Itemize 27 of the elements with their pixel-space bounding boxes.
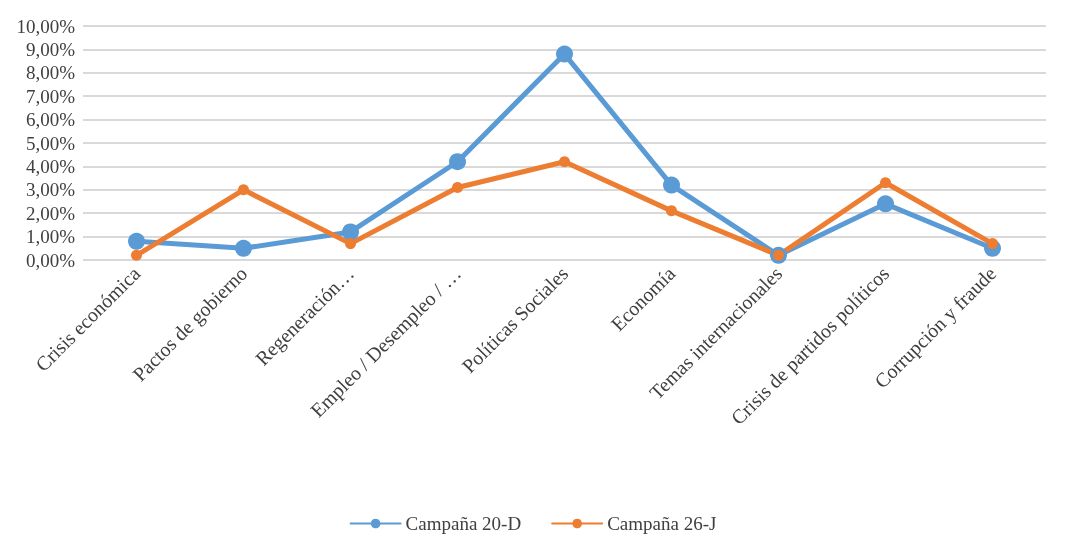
point (131, 249, 142, 261)
y-tick-label: 0,00% (25, 249, 76, 271)
point (666, 205, 677, 217)
y-tick-label: 7,00% (25, 85, 76, 107)
y-tick-label: 6,00% (25, 109, 76, 131)
point (663, 176, 680, 194)
y-tick-label: 9,00% (25, 38, 76, 60)
point (556, 45, 573, 63)
y-tick-label: 5,00% (25, 132, 76, 154)
point (559, 156, 570, 168)
point (452, 181, 463, 193)
point (342, 223, 359, 241)
y-tick-label: 3,00% (25, 179, 76, 201)
y-tick-label: 10,00% (16, 15, 76, 37)
y-tick-label: 8,00% (25, 62, 76, 84)
point (877, 195, 894, 213)
y-tick-label: 2,00% (25, 202, 76, 224)
y-tick-label: 4,00% (25, 155, 76, 177)
point (128, 232, 145, 250)
legend-label: Campaña 26-J (607, 513, 717, 534)
point (238, 184, 249, 196)
y-tick-label: 1,00% (25, 226, 76, 248)
legend-label: Campaña 20-D (405, 513, 522, 534)
point (345, 238, 356, 250)
point (449, 153, 466, 171)
point (880, 177, 891, 189)
point (235, 239, 252, 257)
